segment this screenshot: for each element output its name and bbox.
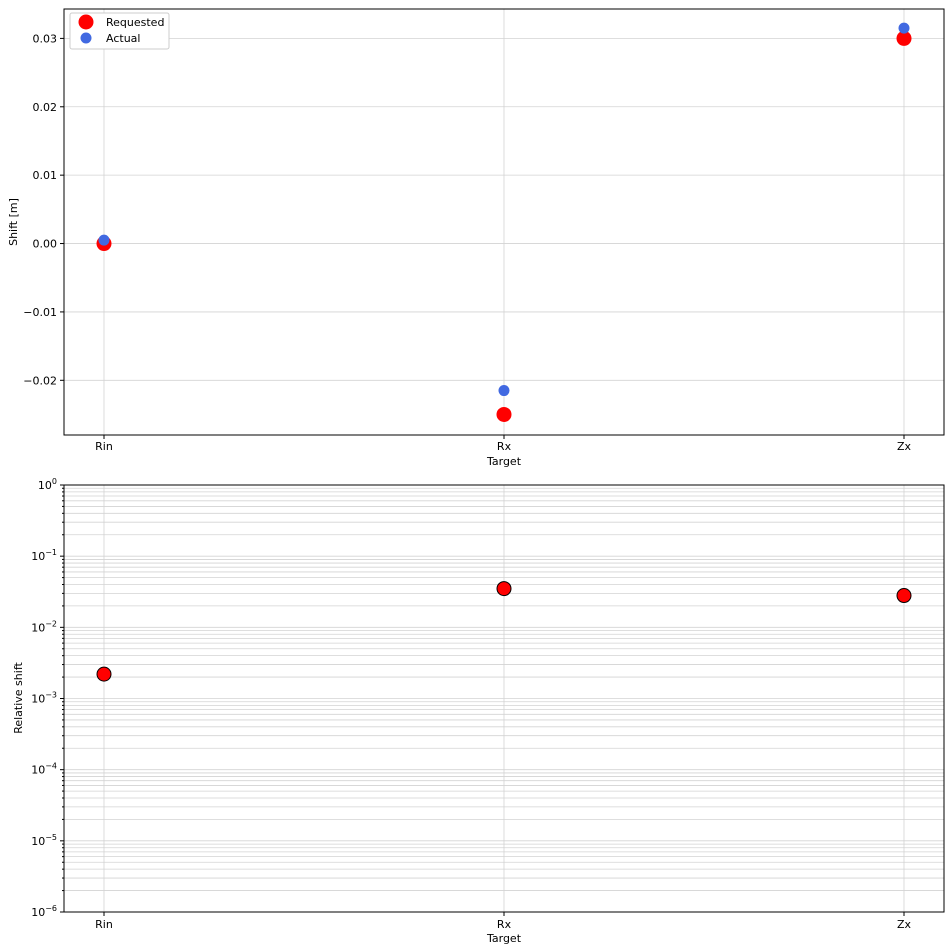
y-axis-label: Shift [m] [7, 198, 20, 246]
y-tick-label: 100 [38, 477, 57, 492]
legend-marker-requested [78, 14, 94, 30]
legend-box [69, 12, 170, 50]
actual-point [898, 22, 910, 34]
y-tick-label: 0.02 [33, 101, 58, 114]
y-tick-label: 10−4 [31, 762, 57, 777]
x-tick-label: Rx [497, 440, 512, 453]
x-tick-label: Zx [897, 440, 912, 453]
x-axis-ticks: Rin Rx Zx [95, 912, 912, 931]
y-tick-label: 10−2 [31, 619, 57, 634]
legend: Requested Actual [69, 12, 170, 50]
y-axis-label: Relative shift [12, 662, 25, 734]
y-tick-label: 0.03 [33, 32, 58, 45]
legend-marker-actual [80, 32, 92, 44]
data-markers [96, 22, 912, 422]
relative-shift-point [96, 666, 112, 682]
x-tick-label: Zx [897, 918, 912, 931]
y-tick-label: 10−1 [31, 548, 57, 563]
relative-shift-panel: 10−6 10−5 10−4 10−3 10−2 10−1 100 Rin Rx Zx Targ… [12, 477, 945, 945]
x-tick-label: Rin [95, 440, 113, 453]
relative-shift-point [496, 581, 512, 597]
y-tick-label: −0.01 [23, 306, 57, 319]
x-tick-label: Rx [497, 918, 512, 931]
y-axis-ticks: −0.02 −0.01 0.00 0.01 0.02 0.03 [23, 32, 64, 387]
x-tick-label: Rin [95, 918, 113, 931]
y-tick-label: 10−5 [31, 833, 57, 848]
grid [64, 484, 944, 913]
shift-panel: −0.02 −0.01 0.00 0.01 0.02 0.03 Rin Rx Zx Targe… [7, 8, 945, 468]
x-axis-label: Target [486, 932, 522, 945]
actual-point [498, 385, 510, 397]
x-axis-ticks: Rin Rx Zx [95, 435, 912, 453]
legend-label-actual: Actual [106, 32, 140, 45]
y-tick-label: 0.00 [33, 238, 58, 251]
y-tick-label: −0.02 [23, 374, 57, 387]
y-tick-label: 10−6 [31, 904, 57, 919]
relative-shift-point [896, 588, 912, 604]
y-tick-label: 0.01 [33, 169, 58, 182]
x-axis-label: Target [486, 455, 522, 468]
grid [64, 9, 944, 435]
data-markers [96, 581, 912, 682]
y-tick-label: 10−3 [31, 691, 57, 706]
y-axis-ticks: 10−6 10−5 10−4 10−3 10−2 10−1 100 [31, 477, 64, 919]
requested-point [896, 30, 912, 46]
requested-point [496, 406, 512, 422]
legend-label-requested: Requested [106, 16, 164, 29]
actual-point [98, 234, 110, 246]
